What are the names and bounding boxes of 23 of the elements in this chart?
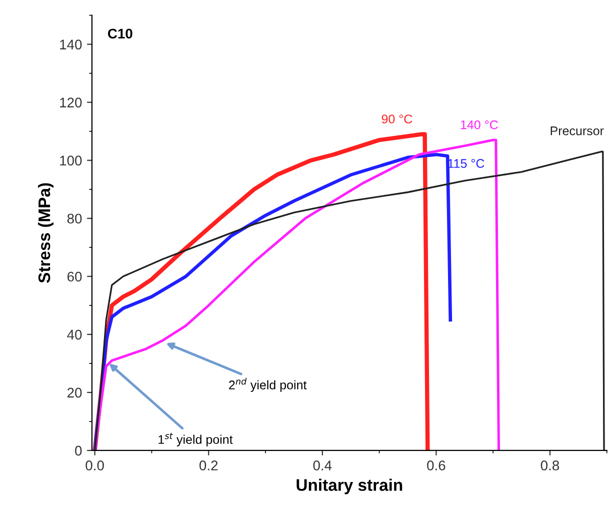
x-axis-title: Unitary strain: [296, 478, 402, 494]
x-tick-label: 0.2: [199, 460, 218, 470]
series-label: 90 °C: [382, 114, 412, 124]
annotation: 2$^{nd}$ yield point: [229, 378, 307, 392]
line-series: [94, 138, 500, 450]
y-tick-label: 60: [67, 272, 82, 282]
y-tick-label: 20: [67, 388, 82, 398]
x-tick-label: 0.4: [313, 460, 332, 470]
annotation: 1$^{st}$ yield point: [158, 432, 233, 446]
y-tick-label: 100: [60, 156, 82, 166]
annotation: C10: [108, 28, 132, 39]
line-series: [94, 150, 605, 450]
x-tick-label: 0.6: [427, 460, 446, 470]
y-tick-label: 140: [60, 40, 82, 50]
series-label: Precursor: [550, 126, 604, 136]
x-tick-label: 0.8: [540, 460, 560, 470]
y-tick-label: 120: [60, 98, 82, 108]
y-tick-label: 0: [75, 446, 82, 456]
series-label: 140 °C: [460, 120, 498, 130]
x-tick-label: 0.0: [86, 460, 104, 470]
y-axis-title: Stress (MPa): [38, 183, 54, 283]
y-tick-label: 40: [67, 330, 82, 340]
y-tick-label: 80: [67, 214, 82, 224]
